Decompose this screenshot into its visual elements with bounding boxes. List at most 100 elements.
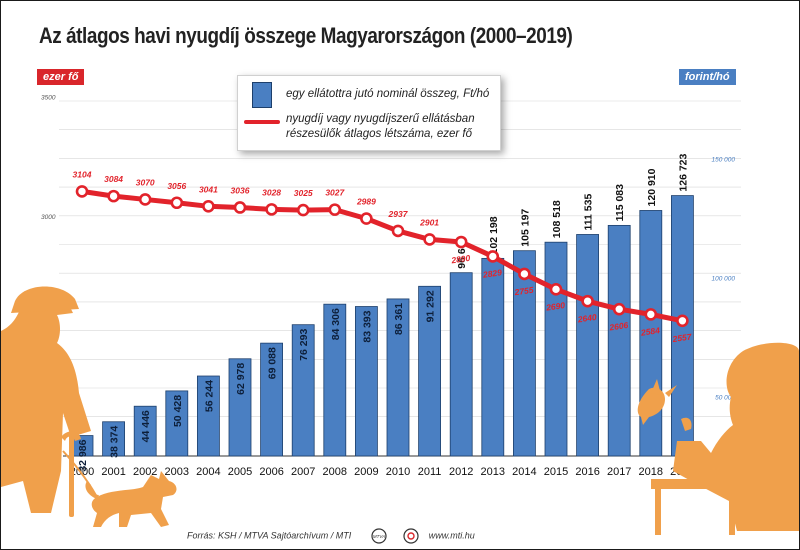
elderly-woman-with-bird-illustration <box>651 342 799 535</box>
legend-line-label: nyugdíj vagy nyugdíjszerű ellátásban rés… <box>286 113 475 140</box>
legend-line-swatch <box>244 120 280 124</box>
line-value-label: 2640 <box>576 312 597 325</box>
x-tick-label: 2002 <box>133 466 157 478</box>
bar-value-label: 105 197 <box>519 209 531 247</box>
bar-value-label: 84 306 <box>330 308 342 340</box>
bar-layer <box>70 195 694 457</box>
x-tick-label: 2012 <box>449 466 473 478</box>
x-tick-label: 2015 <box>544 466 568 478</box>
x-tick-label: 2010 <box>386 466 410 478</box>
x-tick-label: 2009 <box>354 466 378 478</box>
bar-value-label: 91 292 <box>425 290 437 322</box>
bar-value-label: 32 986 <box>77 439 89 471</box>
x-tick-label: 2004 <box>196 466 220 478</box>
line-value-label: 3070 <box>136 177 155 187</box>
line-value-label: 2584 <box>639 325 660 338</box>
bar-value-label: 62 978 <box>235 363 247 395</box>
right-axis-tick-label: 150 000 <box>712 157 736 164</box>
bar-value-label: 38 374 <box>109 426 121 458</box>
line-value-label: 2755 <box>513 285 534 298</box>
x-tick-label: 2014 <box>512 466 536 478</box>
bar-2008 <box>323 303 347 457</box>
line-value-label: 2937 <box>388 209 409 219</box>
left-axis-unit: ezer fő <box>37 69 85 85</box>
bar-2002 <box>133 405 157 457</box>
bar-value-label: 126 723 <box>677 153 689 191</box>
x-tick-label: 2011 <box>418 466 442 478</box>
source-text: Forrás: KSH / MTVA Sajtóarchívum / MTI <box>187 530 352 541</box>
bar-value-label: 115 083 <box>614 184 626 222</box>
bar-value-label: 120 910 <box>646 168 658 206</box>
line-point-2010 <box>391 224 405 238</box>
line-point-2012 <box>454 235 468 249</box>
line-point-2008 <box>328 203 342 216</box>
bar-2005 <box>228 358 252 457</box>
bar-value-label: 83 393 <box>361 310 373 342</box>
bar-2011 <box>418 285 442 457</box>
line-value-label: 2557 <box>671 331 693 344</box>
line-point-2011 <box>423 233 436 246</box>
elderly-woman-with-cane-illustration <box>1 286 91 517</box>
bar-2016 <box>576 234 599 457</box>
bar-value-label: 108 518 <box>551 200 563 238</box>
line-point-2014 <box>518 267 531 281</box>
x-tick-label: 2006 <box>259 466 283 478</box>
line-value-label: 3041 <box>199 184 218 194</box>
x-tick-label: 2018 <box>639 466 663 478</box>
bar-2012 <box>449 272 473 457</box>
line-point-2009 <box>360 212 373 225</box>
line-value-label: 3028 <box>262 187 281 197</box>
line-value-label: 2890 <box>450 253 471 266</box>
bar-value-label: 56 244 <box>203 380 215 412</box>
line-point-2004 <box>202 200 215 213</box>
line-point-2018 <box>644 308 658 321</box>
bar-value-label: 69 088 <box>267 347 279 379</box>
bar-2007 <box>291 324 315 457</box>
line-value-label: 3056 <box>167 181 186 191</box>
line-value-label: 3084 <box>104 174 123 184</box>
right-axis-tick-label: 50 000 <box>715 395 735 402</box>
bar-2009 <box>354 306 378 457</box>
x-tick-label: 2017 <box>607 466 631 478</box>
line-point-2007 <box>296 203 310 217</box>
mtva-logo-text: MTVA <box>373 534 385 539</box>
dog-illustration <box>62 450 177 527</box>
source-note: Forrás: KSH / MTVA Sajtóarchívum / MTI M… <box>187 528 475 544</box>
legend: egy ellátottra jutó nominál összeg, Ft/h… <box>237 75 501 151</box>
line-value-label: 2606 <box>608 320 629 333</box>
bar-2003 <box>165 390 189 457</box>
x-tick-label: 2005 <box>228 466 252 478</box>
legend-bar-swatch <box>252 82 272 108</box>
bar-2013 <box>481 257 505 457</box>
x-tick-label: 2016 <box>575 466 599 478</box>
bar-value-label: 86 361 <box>393 303 405 335</box>
legend-bar-label: egy ellátottra jutó nominál összeg, Ft/h… <box>286 88 490 100</box>
x-tick-label: 2007 <box>291 466 315 478</box>
bird-illustration <box>637 379 677 425</box>
bar-2017 <box>607 224 631 457</box>
line-value-label: 3027 <box>325 188 345 198</box>
line-value-label: 3104 <box>73 169 92 179</box>
line-point-2002 <box>138 193 152 206</box>
website-text: www.mti.hu <box>428 530 475 541</box>
line-point-2005 <box>233 201 247 214</box>
left-axis-tick-label: 3500 <box>41 94 56 101</box>
chart-title: Az átlagos havi nyugdíj összege Magyaror… <box>39 23 573 48</box>
line-point-2013 <box>486 250 500 263</box>
bar-2001 <box>102 421 125 457</box>
bar-value-label: 44 446 <box>140 410 152 442</box>
line-value-label: 2901 <box>419 217 439 227</box>
line-value-label: 2989 <box>356 197 376 207</box>
line-point-2001 <box>107 189 120 203</box>
line-layer <box>75 185 689 328</box>
bar-value-label: 111 535 <box>583 194 595 231</box>
bar-2010 <box>386 298 410 457</box>
line-point-2015 <box>549 283 563 296</box>
line-point-2017 <box>612 302 626 316</box>
line-point-2000 <box>75 185 89 198</box>
line-value-label: 2829 <box>481 267 502 280</box>
bar-value-label: 76 293 <box>298 329 310 361</box>
point-label-layer: 3104 3084 3070 3056 3041 3036 3028 3025 3027 2989… <box>73 169 694 344</box>
